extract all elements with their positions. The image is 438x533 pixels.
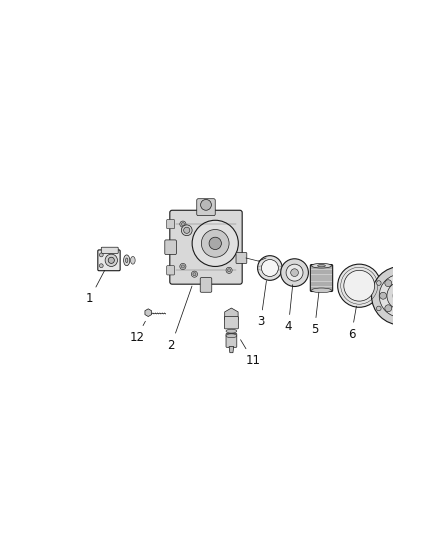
Circle shape xyxy=(385,280,392,287)
Circle shape xyxy=(380,292,387,299)
Text: 4: 4 xyxy=(285,285,293,333)
Polygon shape xyxy=(229,346,234,353)
Ellipse shape xyxy=(226,334,237,338)
FancyBboxPatch shape xyxy=(167,220,174,229)
Circle shape xyxy=(417,315,420,319)
FancyBboxPatch shape xyxy=(167,265,174,275)
Text: 5: 5 xyxy=(311,292,319,336)
Polygon shape xyxy=(145,309,152,317)
Circle shape xyxy=(286,264,303,281)
Circle shape xyxy=(108,257,114,263)
Ellipse shape xyxy=(311,263,332,268)
Circle shape xyxy=(397,292,405,300)
Circle shape xyxy=(228,269,231,272)
Text: 3: 3 xyxy=(257,281,266,328)
Circle shape xyxy=(291,269,298,277)
Circle shape xyxy=(181,225,192,236)
Circle shape xyxy=(261,260,279,277)
Circle shape xyxy=(397,274,404,281)
Text: 10: 10 xyxy=(0,532,1,533)
Ellipse shape xyxy=(131,256,135,264)
Circle shape xyxy=(420,306,425,311)
FancyBboxPatch shape xyxy=(226,334,237,348)
Circle shape xyxy=(344,270,374,301)
FancyBboxPatch shape xyxy=(311,275,332,281)
FancyBboxPatch shape xyxy=(197,199,215,216)
Ellipse shape xyxy=(124,255,130,265)
Circle shape xyxy=(281,259,308,287)
FancyBboxPatch shape xyxy=(311,264,332,292)
Text: 11: 11 xyxy=(240,340,261,367)
Circle shape xyxy=(399,268,403,273)
Circle shape xyxy=(387,282,415,310)
Ellipse shape xyxy=(311,288,332,293)
Circle shape xyxy=(201,230,229,257)
Circle shape xyxy=(99,253,103,257)
Circle shape xyxy=(397,310,404,317)
Ellipse shape xyxy=(126,258,128,263)
FancyBboxPatch shape xyxy=(165,240,177,255)
Circle shape xyxy=(180,221,186,227)
Circle shape xyxy=(415,292,422,299)
Text: 8: 8 xyxy=(0,532,1,533)
Circle shape xyxy=(192,220,238,266)
Circle shape xyxy=(258,256,282,280)
Circle shape xyxy=(191,271,198,277)
FancyBboxPatch shape xyxy=(224,317,238,329)
Circle shape xyxy=(410,305,417,312)
Polygon shape xyxy=(225,308,238,324)
FancyBboxPatch shape xyxy=(101,247,118,253)
Circle shape xyxy=(377,281,381,285)
Ellipse shape xyxy=(258,265,282,271)
Circle shape xyxy=(377,306,381,311)
Circle shape xyxy=(409,276,438,331)
Circle shape xyxy=(417,288,420,292)
Text: 1: 1 xyxy=(86,270,105,305)
Circle shape xyxy=(393,288,409,303)
FancyBboxPatch shape xyxy=(200,278,212,292)
Text: 9: 9 xyxy=(0,532,1,533)
FancyBboxPatch shape xyxy=(98,250,120,271)
Circle shape xyxy=(425,291,438,316)
Circle shape xyxy=(181,223,184,225)
FancyBboxPatch shape xyxy=(236,253,247,263)
Circle shape xyxy=(180,263,186,270)
Circle shape xyxy=(371,266,430,325)
Circle shape xyxy=(226,267,232,273)
Circle shape xyxy=(385,305,392,312)
Circle shape xyxy=(410,280,417,287)
Circle shape xyxy=(201,199,212,210)
Circle shape xyxy=(209,237,221,249)
Ellipse shape xyxy=(318,264,325,267)
Text: 7: 7 xyxy=(0,532,1,533)
Circle shape xyxy=(379,274,422,317)
Circle shape xyxy=(193,273,196,276)
Text: 6: 6 xyxy=(348,306,357,341)
Ellipse shape xyxy=(226,329,237,333)
Circle shape xyxy=(184,227,190,233)
Circle shape xyxy=(420,281,425,285)
Circle shape xyxy=(99,264,103,268)
Circle shape xyxy=(105,254,117,266)
Circle shape xyxy=(417,284,438,324)
Circle shape xyxy=(181,265,184,268)
Text: 2: 2 xyxy=(168,286,192,351)
Circle shape xyxy=(399,319,403,324)
FancyBboxPatch shape xyxy=(170,210,242,284)
Text: 12: 12 xyxy=(129,321,145,344)
Circle shape xyxy=(338,264,381,308)
